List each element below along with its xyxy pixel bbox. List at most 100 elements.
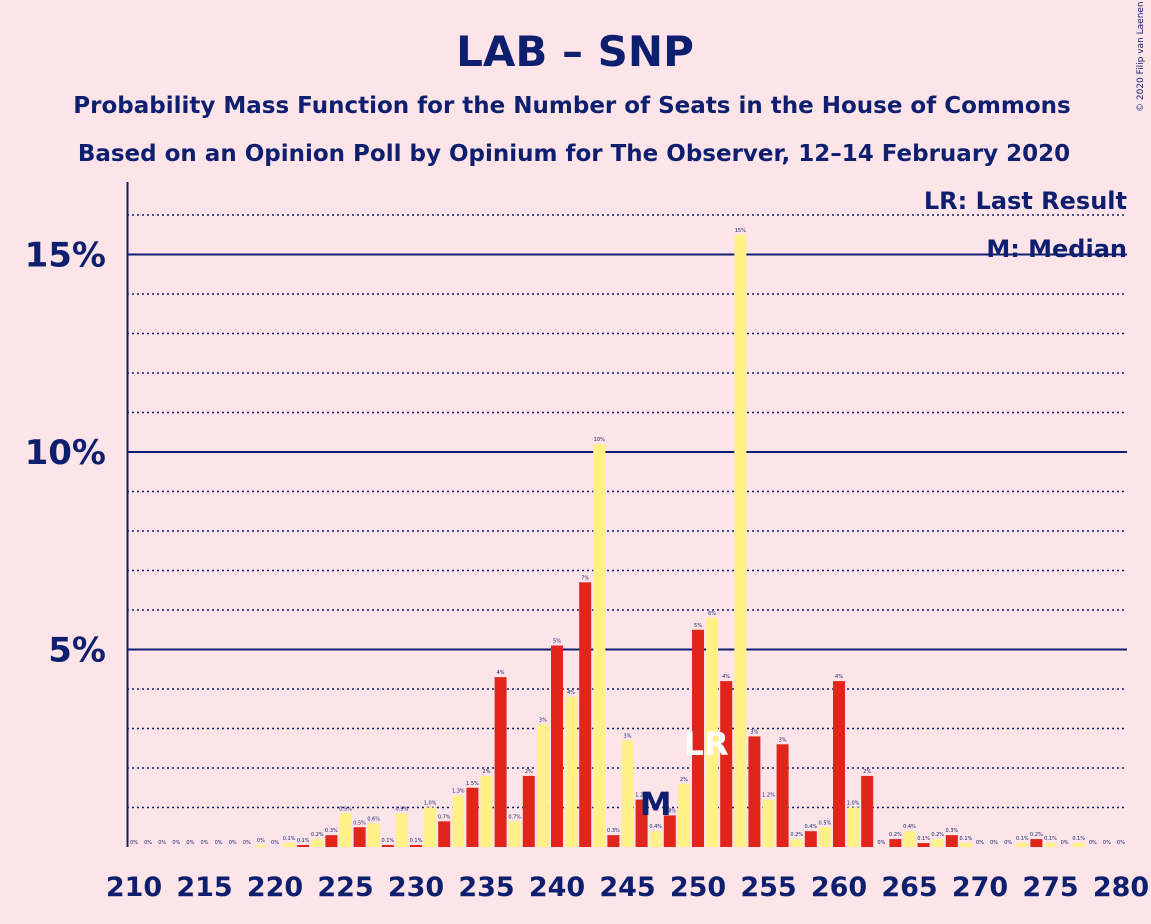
bar-seat-265: [903, 831, 916, 847]
bar-label-seat-224: 0.3%: [325, 828, 338, 834]
bar-label-seat-261: 1.0%: [847, 801, 860, 807]
bar-label-seat-243: 10%: [594, 437, 605, 443]
bar-label-seat-223: 0.2%: [311, 832, 324, 838]
bar-label-seat-251: 6%: [708, 611, 716, 617]
bar-label-seat-240: 5%: [553, 639, 561, 645]
x-tick-label: 230: [388, 872, 444, 903]
bar-seat-249: [677, 783, 690, 847]
bar-seat-273: [1016, 843, 1029, 847]
bar-seat-268: [945, 835, 958, 847]
x-tick-label: 280: [1093, 872, 1149, 903]
bar-seat-241: [565, 696, 578, 847]
bar-seat-256: [776, 744, 789, 847]
bar-label-seat-252: 4%: [722, 674, 730, 680]
y-tick-labels: 5% 10% 15%: [25, 236, 106, 671]
bar-label-seat-266: 0.1%: [917, 836, 930, 842]
bar-label-seat-227: 0.6%: [367, 816, 380, 822]
bar-label-seat-267: 0.2%: [931, 832, 944, 838]
copyright-notice: © 2020 Filip van Laenen: [1136, 1, 1146, 112]
bar-label-seat-269: 0.1%: [960, 836, 973, 842]
bar-seat-222: [297, 845, 310, 847]
bar-seat-253: [734, 234, 747, 847]
bar-seat-266: [917, 843, 930, 847]
bar-label-seat-276: 0%: [1061, 840, 1069, 846]
x-tick-label: 225: [317, 872, 373, 903]
bar-seat-269: [959, 843, 972, 847]
bar-label-seat-232: 0.7%: [438, 814, 451, 820]
bar-label-seat-265: 0.4%: [903, 824, 916, 830]
bar-label-seat-277: 0.1%: [1072, 836, 1085, 842]
bar-label-seat-249: 2%: [680, 777, 688, 783]
x-tick-label: 235: [458, 872, 514, 903]
bar-seat-244: [607, 835, 620, 847]
bar-label-seat-270: 0%: [976, 840, 984, 846]
bar-label-seat-210: 0%: [130, 840, 138, 846]
bar-seat-259: [818, 827, 831, 847]
bar-label-seat-214: 0%: [186, 840, 194, 846]
x-tick-label: 240: [529, 872, 585, 903]
x-tick-labels: 210 215 220 225 230 235 240 245 250 255 260 265 270 2…: [106, 872, 1149, 903]
bar-label-seat-248: 0.8%: [663, 808, 676, 814]
bar-seat-247: [649, 831, 662, 847]
bar-seat-277: [1072, 843, 1085, 847]
bar-label-seat-225: 0.9%: [339, 806, 352, 812]
median-marker: M: [640, 785, 672, 823]
bar-seat-248: [663, 815, 676, 847]
bar-label-seat-245: 3%: [624, 733, 632, 739]
bar-label-seat-235: 2%: [483, 769, 491, 775]
bar-label-seat-244: 0.3%: [607, 828, 620, 834]
bar-seat-274: [1030, 839, 1043, 847]
bar-label-seat-241: 4%: [567, 690, 575, 696]
legend-last-result: LR: Last Result: [924, 187, 1127, 215]
x-tick-label: 210: [106, 872, 162, 903]
bar-seat-267: [931, 839, 944, 847]
bar-seat-250: [692, 629, 704, 847]
bar-label-seat-259: 0.5%: [819, 820, 832, 826]
bar-label-seat-234: 1.5%: [466, 781, 479, 787]
last-result-marker: LR: [684, 725, 729, 763]
bar-label-seat-263: 0%: [877, 840, 885, 846]
markers: M LR: [640, 725, 729, 823]
x-tick-label: 220: [247, 872, 303, 903]
gridlines: [127, 214, 1127, 809]
bar-seat-231: [424, 807, 437, 847]
bar-label-seat-242: 7%: [581, 575, 589, 581]
bar-seat-230: [410, 845, 422, 847]
bar-labels: 0% 0% 0% 0% 0% 0% 0% 0% 0% 0% 0%0.1% 0.1%0.2%0.3%0.…: [130, 228, 1125, 846]
bar-label-seat-273: 0.1%: [1016, 836, 1029, 842]
bar-label-seat-255: 1.2%: [762, 793, 775, 799]
bar-label-seat-222: 0.1%: [297, 838, 310, 844]
x-tick-label: 255: [740, 872, 796, 903]
bar-label-seat-212: 0%: [158, 840, 166, 846]
bar-label-seat-258: 0.4%: [804, 824, 817, 830]
bar-seat-226: [353, 827, 366, 847]
bar-label-seat-233: 1.3%: [452, 789, 465, 795]
bar-label-seat-264: 0.2%: [889, 832, 902, 838]
bar-seat-224: [325, 835, 338, 847]
bar-label-seat-220: 0%: [271, 840, 279, 846]
bar-label-seat-238: 2%: [525, 769, 533, 775]
bar-label-seat-254: 3%: [750, 729, 758, 735]
bar-seat-221: [283, 843, 296, 847]
bar-label-seat-217: 0%: [229, 840, 237, 846]
bar-label-seat-237: 0.7%: [508, 814, 521, 820]
bar-label-seat-274: 0.2%: [1030, 832, 1043, 838]
bar-seat-238: [522, 775, 535, 847]
bars: [254, 234, 1085, 847]
x-tick-label: 260: [811, 872, 867, 903]
bar-label-seat-279: 0%: [1103, 840, 1111, 846]
y-tick-label: 15%: [25, 236, 106, 276]
y-tick-label: 10%: [25, 433, 106, 473]
bar-seat-236: [494, 677, 507, 847]
bar-seat-245: [621, 740, 634, 847]
bar-seat-258: [804, 831, 817, 847]
bar-label-seat-257: 0.2%: [790, 832, 803, 838]
bar-label-seat-278: 0%: [1089, 840, 1097, 846]
bar-seat-219: [254, 845, 267, 847]
bar-label-seat-246: 1.2%: [635, 793, 648, 799]
bar-seat-235: [480, 775, 493, 847]
bar-label-seat-253: 15%: [735, 228, 746, 234]
x-tick-label: 250: [670, 872, 726, 903]
x-tick-label: 215: [176, 872, 232, 903]
